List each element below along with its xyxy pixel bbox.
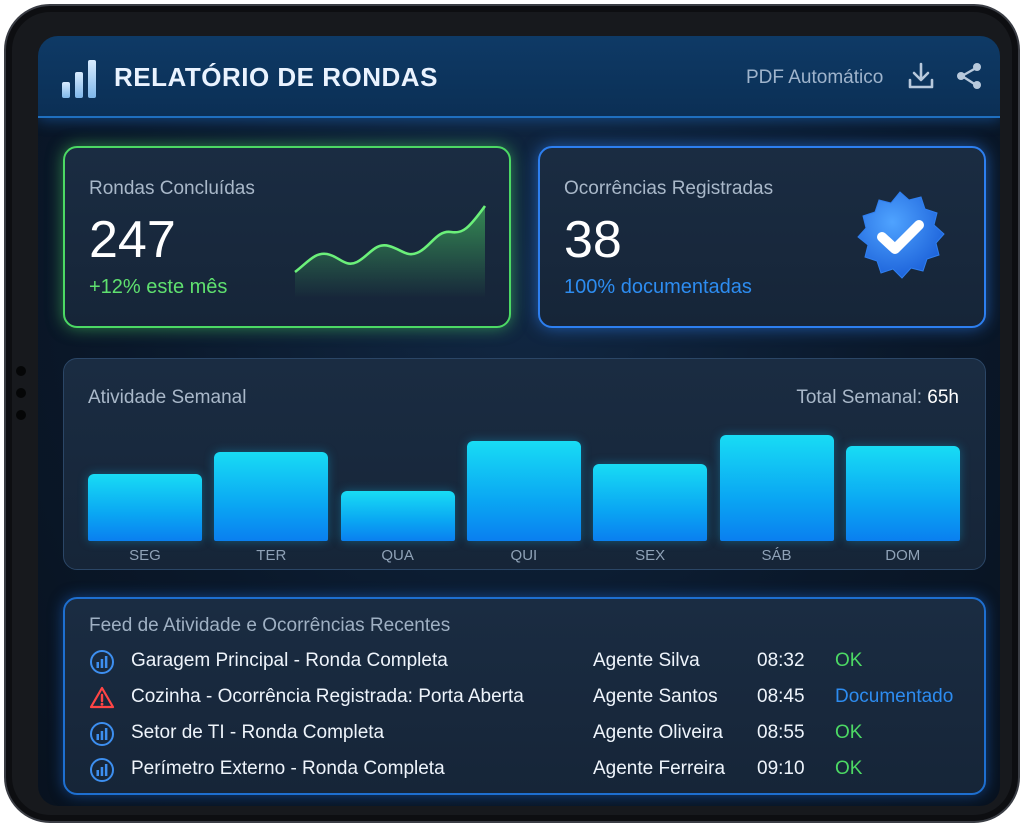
app-header: RELATÓRIO DE RONDAS PDF Automático xyxy=(38,36,1000,118)
bar-sex xyxy=(593,464,708,541)
feed-description: Setor de TI - Ronda Completa xyxy=(131,722,385,743)
chart-circle-icon xyxy=(90,722,114,746)
rondas-kpi-card[interactable]: Rondas Concluídas 247 +12% este mês xyxy=(63,146,511,328)
page-title: RELATÓRIO DE RONDAS xyxy=(114,62,438,92)
ocorrencias-kpi-card[interactable]: Ocorrências Registradas 38 100% document… xyxy=(538,146,986,328)
side-sensors xyxy=(16,366,28,432)
feed-time: 08:45 xyxy=(757,686,805,707)
feed-agent: Agente Silva xyxy=(593,650,700,671)
kpi-documented: 100% documentadas xyxy=(564,276,752,298)
feed-agent: Agente Ferreira xyxy=(593,758,726,779)
feed-title: Feed de Atividade e Ocorrências Recentes xyxy=(89,615,451,636)
feed-status: Documentado xyxy=(835,686,954,707)
bar-label-sáb: SÁB xyxy=(761,547,792,564)
feed-status: OK xyxy=(835,650,863,671)
bar-qua xyxy=(340,491,455,541)
bar-chart-icon xyxy=(62,60,98,98)
feed-agent: Agente Santos xyxy=(593,686,718,707)
report-screen: RELATÓRIO DE RONDAS PDF Automático Ronda… xyxy=(38,36,1000,806)
bar-label-seg: SEG xyxy=(129,547,161,564)
feed-description: Perímetro Externo - Ronda Completa xyxy=(131,758,445,779)
feed-agent: Agente Oliveira xyxy=(593,722,723,743)
feed-row[interactable]: Garagem Principal - Ronda Completa Agent… xyxy=(89,647,969,677)
bar-label-qui: QUI xyxy=(510,547,538,564)
kpi-value: 247 xyxy=(89,211,176,269)
feed-row[interactable]: Perímetro Externo - Ronda Completa Agent… xyxy=(89,755,969,785)
feed-row[interactable]: Cozinha - Ocorrência Registrada: Porta A… xyxy=(89,683,969,713)
kpi-label: Rondas Concluídas xyxy=(89,178,255,199)
tablet-frame: RELATÓRIO DE RONDAS PDF Automático Ronda… xyxy=(4,4,1020,823)
bar-label-sex: SEX xyxy=(635,547,666,564)
chart-circle-icon xyxy=(90,650,114,674)
activity-title: Atividade Semanal xyxy=(88,387,247,408)
total-label: Total Semanal: xyxy=(796,387,923,408)
download-icon[interactable] xyxy=(905,60,937,92)
feed-time: 09:10 xyxy=(757,758,805,779)
weekly-activity-card: Atividade Semanal Total Semanal: 65h SEG… xyxy=(63,358,986,570)
bar-sáb xyxy=(719,435,834,541)
bar-seg xyxy=(88,474,202,541)
feed-description: Garagem Principal - Ronda Completa xyxy=(131,650,448,671)
bar-ter xyxy=(214,452,329,541)
feed-row[interactable]: Setor de TI - Ronda Completa Agente Oliv… xyxy=(89,719,969,749)
chart-circle-icon xyxy=(90,758,114,782)
kpi-label: Ocorrências Registradas xyxy=(564,178,774,199)
bar-label-dom: DOM xyxy=(885,547,921,564)
feed-status: OK xyxy=(835,722,863,743)
feed-time: 08:55 xyxy=(757,722,805,743)
activity-total: Total Semanal: 65h xyxy=(796,387,959,409)
trend-sparkline xyxy=(294,205,487,298)
bar-label-ter: TER xyxy=(256,547,287,564)
verified-badge-icon xyxy=(857,191,945,279)
activity-feed-card: Feed de Atividade e Ocorrências Recentes… xyxy=(63,597,986,795)
kpi-value: 38 xyxy=(564,211,622,269)
feed-time: 08:32 xyxy=(757,650,805,671)
total-value: 65h xyxy=(927,387,959,408)
pdf-auto-label[interactable]: PDF Automático xyxy=(746,67,884,88)
share-icon[interactable] xyxy=(953,60,985,92)
kpi-change: +12% este mês xyxy=(89,276,228,298)
feed-description: Cozinha - Ocorrência Registrada: Porta A… xyxy=(131,686,524,707)
bar-qui xyxy=(466,441,581,541)
feed-status: OK xyxy=(835,758,863,779)
warning-icon xyxy=(89,686,115,709)
bar-label-qua: QUA xyxy=(381,547,414,564)
bar-dom xyxy=(845,446,960,541)
